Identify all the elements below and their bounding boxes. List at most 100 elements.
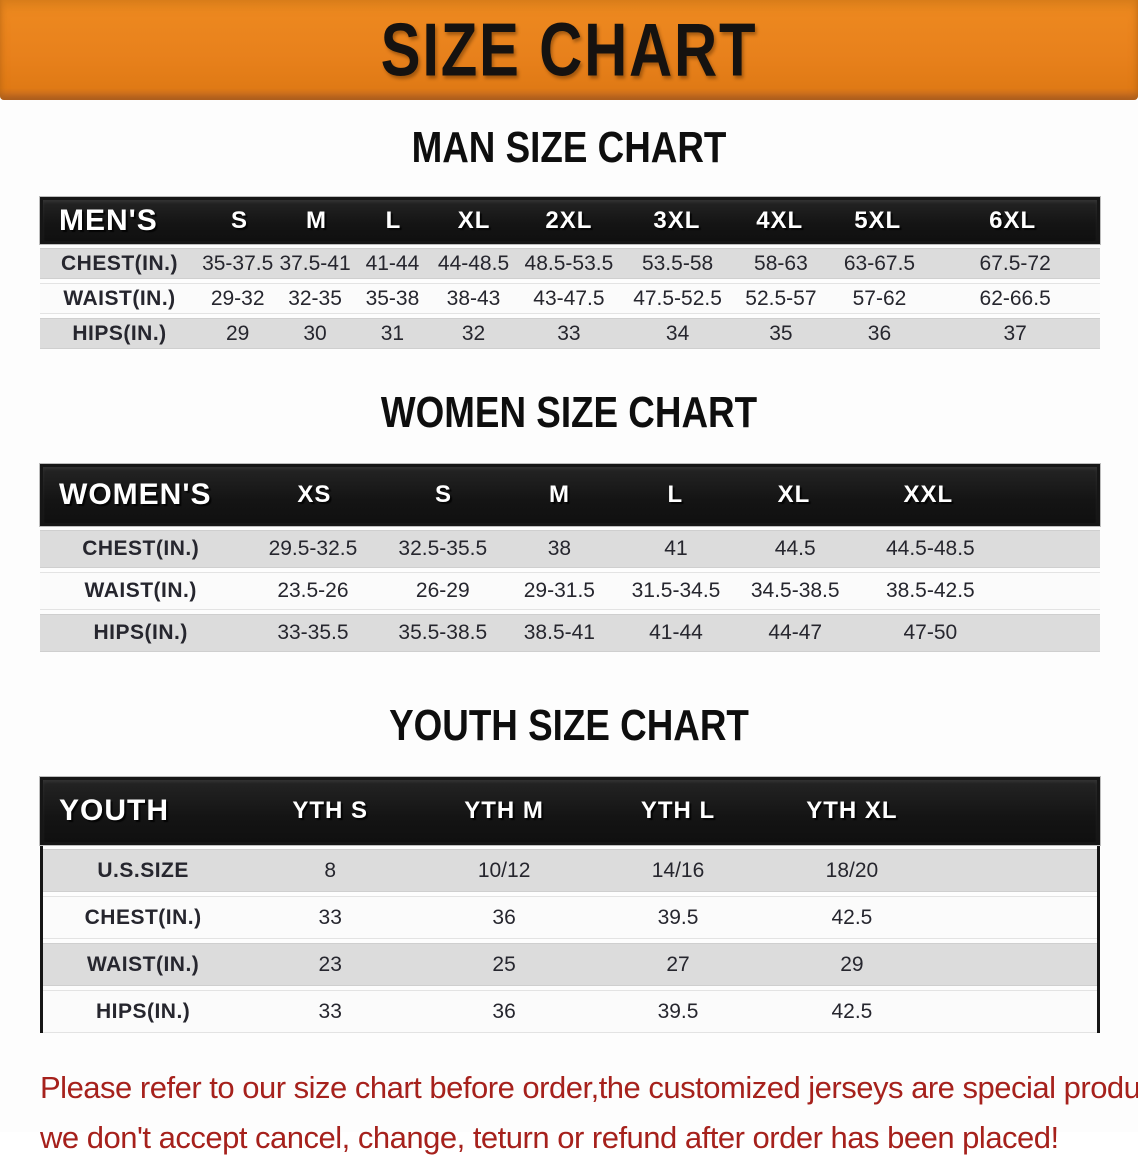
- women-waist-row: WAIST(IN.) 23.5-26 26-29 29-31.5 31.5-34…: [40, 572, 1100, 610]
- table-cell: 8: [324, 858, 337, 882]
- table-cell: 33: [557, 321, 581, 345]
- table-cell: 26-29: [415, 579, 470, 602]
- men-hips-row: HIPS(IN.) 29 30 31 32 33 34 35 36 37: [40, 318, 1100, 349]
- men-size-col-s: S: [231, 206, 249, 234]
- table-cell: 58-63: [754, 251, 808, 275]
- disclaimer-line-2: we don't accept cancel, change, teturn o…: [40, 1119, 1059, 1155]
- women-section: WOMEN SIZE CHART WOMEN'S XS S M L XL XXL…: [0, 389, 1138, 652]
- table-cell: 14/16: [651, 858, 705, 882]
- table-cell: 52.5-57: [745, 286, 817, 310]
- women-heading: WOMEN SIZE CHART: [380, 389, 758, 437]
- youth-size-col-l: YTH L: [640, 797, 716, 824]
- table-cell: 32: [461, 321, 486, 345]
- row-label: HIPS(IN.): [95, 999, 191, 1023]
- table-cell: 29: [226, 321, 250, 345]
- table-cell: 37: [1003, 321, 1027, 345]
- table-cell: 48.5-53.5: [524, 251, 614, 275]
- men-chest-row: CHEST(IN.) 35-37.5 37.5-41 41-44 44-48.5…: [40, 248, 1100, 279]
- table-cell: 34.5-38.5: [750, 579, 840, 602]
- table-cell: 42.5: [831, 999, 873, 1023]
- table-cell: 41-44: [649, 621, 703, 644]
- women-corner-label: WOMEN'S: [59, 478, 212, 511]
- men-size-col-l: L: [385, 206, 402, 234]
- table-cell: 44.5: [774, 537, 816, 560]
- table-cell: 35-38: [365, 286, 420, 310]
- men-size-col-2xl: 2XL: [545, 206, 593, 234]
- men-waist-row: WAIST(IN.) 29-32 32-35 35-38 38-43 43-47…: [40, 283, 1100, 314]
- table-cell: 33: [318, 905, 342, 929]
- table-cell: 25: [492, 952, 516, 976]
- men-size-col-3xl: 3XL: [653, 206, 701, 234]
- youth-corner-label: YOUTH: [59, 794, 169, 827]
- banner-title: SIZE CHART: [380, 8, 758, 92]
- men-size-col-m: M: [306, 206, 327, 234]
- table-cell: 31.5-34.5: [631, 579, 721, 602]
- disclaimer: Please refer to our size chart before or…: [40, 1063, 1138, 1162]
- row-label: WAIST(IN.): [84, 579, 197, 602]
- table-cell: 47.5-52.5: [633, 286, 722, 310]
- table-cell: 23: [318, 952, 342, 976]
- row-label: CHEST(IN.): [82, 537, 200, 560]
- table-cell: 29.5-32.5: [268, 537, 358, 560]
- table-cell: 57-62: [852, 286, 907, 310]
- men-heading: MAN SIZE CHART: [411, 124, 727, 172]
- table-cell: 33-35.5: [277, 621, 349, 644]
- youth-size-col-xl: YTH XL: [806, 797, 898, 824]
- table-cell: 47-50: [903, 621, 958, 644]
- youth-heading: YOUTH SIZE CHART: [389, 702, 749, 750]
- table-cell: 29-32: [210, 286, 265, 310]
- women-size-col-l: L: [667, 481, 684, 508]
- table-cell: 29-31.5: [523, 579, 595, 602]
- table-cell: 32.5-35.5: [398, 537, 488, 560]
- row-label: WAIST(IN.): [63, 286, 176, 310]
- table-cell: 38-43: [446, 286, 501, 310]
- table-cell: 35: [769, 321, 793, 345]
- men-size-col-5xl: 5XL: [854, 206, 902, 234]
- table-cell: 36: [492, 905, 516, 929]
- table-cell: 44.5-48.5: [885, 537, 975, 560]
- table-cell: 44-48.5: [437, 251, 510, 275]
- youth-size-col-m: YTH M: [464, 797, 544, 824]
- disclaimer-line-1: Please refer to our size chart before or…: [40, 1070, 1138, 1105]
- table-cell: 53.5-58: [641, 251, 714, 275]
- table-cell: 62-66.5: [979, 286, 1051, 310]
- women-size-col-s: S: [434, 481, 452, 508]
- men-table-header-row: MEN'S S M L XL 2XL 3XL 4XL 5XL 6XL: [40, 197, 1100, 244]
- table-cell: 39.5: [657, 905, 699, 929]
- table-cell: 42.5: [831, 905, 873, 929]
- men-size-col-xl: XL: [457, 206, 491, 234]
- men-section: MAN SIZE CHART MEN'S S M L XL 2XL 3XL 4X…: [0, 124, 1138, 349]
- row-label: CHEST(IN.): [61, 251, 178, 275]
- table-cell: 36: [867, 321, 892, 345]
- table-cell: 41: [664, 537, 688, 560]
- women-table-header-row: WOMEN'S XS S M L XL XXL: [40, 464, 1100, 526]
- table-cell: 41-44: [365, 251, 420, 275]
- table-cell: 35.5-38.5: [398, 621, 488, 644]
- table-cell: 37.5-41: [279, 251, 351, 275]
- youth-section: YOUTH SIZE CHART YOUTH YTH S YTH M YTH L…: [0, 702, 1138, 1033]
- table-cell: 31: [380, 321, 405, 345]
- table-cell: 38: [547, 537, 572, 560]
- youth-size-col-s: YTH S: [292, 797, 369, 824]
- men-size-col-4xl: 4XL: [756, 206, 804, 234]
- table-cell: 38.5-42.5: [885, 579, 975, 602]
- row-label: CHEST(IN.): [84, 905, 202, 929]
- banner: SIZE CHART: [0, 0, 1138, 100]
- table-cell: 38.5-41: [523, 621, 595, 644]
- women-size-table: WOMEN'S XS S M L XL XXL CHEST(IN.) 29.5-…: [40, 464, 1100, 652]
- table-cell: 36: [492, 999, 516, 1023]
- table-cell: 39.5: [657, 999, 699, 1023]
- row-label: WAIST(IN.): [86, 952, 200, 976]
- youth-chest-row: CHEST(IN.) 33 36 39.5 42.5: [43, 896, 1097, 939]
- row-label: HIPS(IN.): [72, 321, 167, 345]
- row-label: U.S.SIZE: [97, 858, 189, 882]
- table-cell: 23.5-26: [277, 579, 349, 602]
- youth-size-table: YOUTH YTH S YTH M YTH L YTH XL U.S.SIZE …: [40, 777, 1100, 1033]
- table-cell: 33: [318, 999, 342, 1023]
- table-cell: 10/12: [477, 858, 531, 882]
- women-size-col-xl: XL: [777, 481, 811, 508]
- women-chest-row: CHEST(IN.) 29.5-32.5 32.5-35.5 38 41 44.…: [40, 530, 1100, 568]
- table-cell: 67.5-72: [979, 251, 1051, 275]
- table-cell: 30: [303, 321, 327, 345]
